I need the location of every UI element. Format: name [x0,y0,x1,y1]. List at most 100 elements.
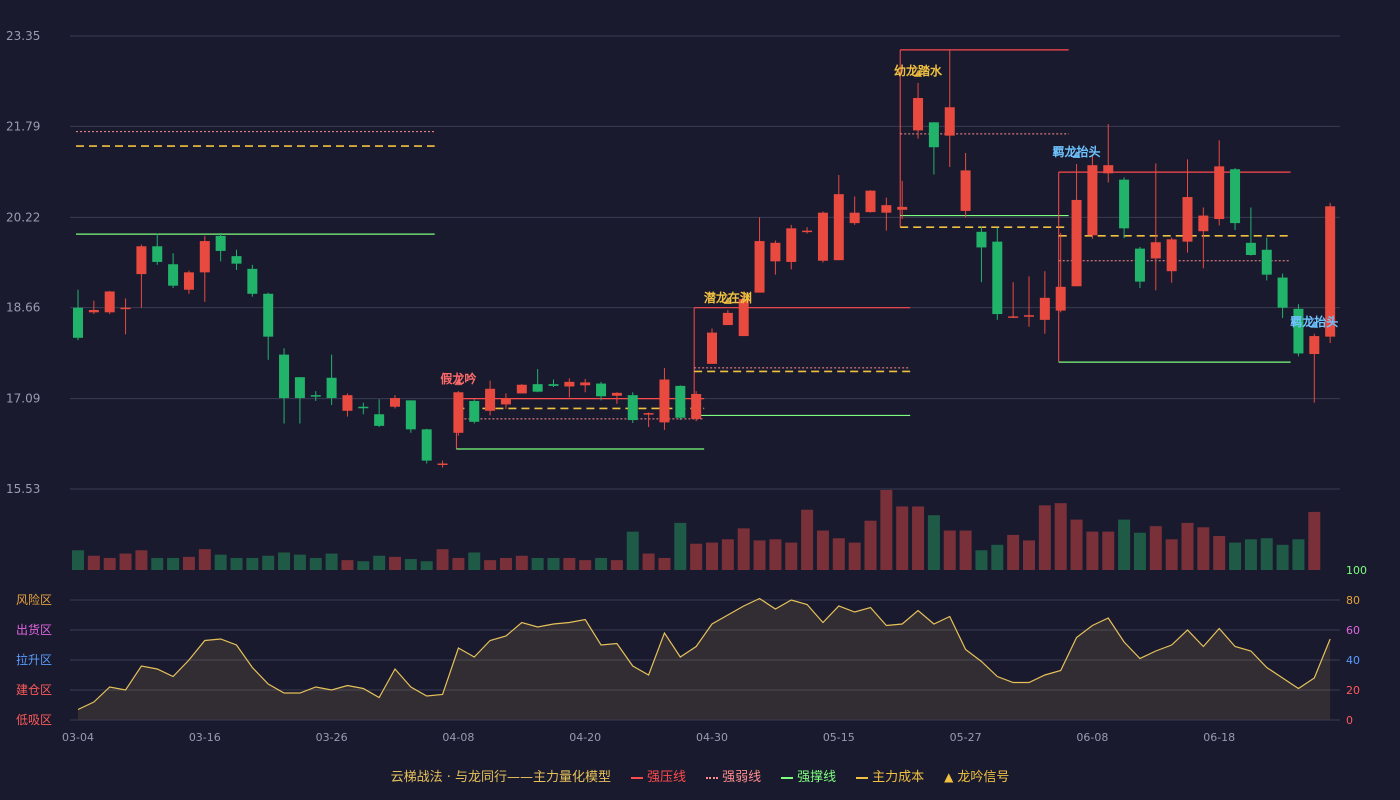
candle-body [786,228,797,262]
volume-bar [991,544,1004,570]
volume-bar [674,522,687,570]
volume-bar [72,550,84,570]
date-tick-label: 03-26 [316,731,348,744]
candle-body [1103,165,1114,174]
candle-body [247,268,258,294]
candle-body [548,384,559,386]
candle-body [485,388,496,411]
candle-body [199,241,210,273]
date-tick-label: 06-18 [1203,731,1235,744]
volume-bar [658,557,671,570]
zone-label: 低吸区 [16,713,52,727]
support-resistance-lines [76,49,1291,450]
volume-bar [785,542,798,570]
date-tick-label: 05-27 [950,731,982,744]
legend-label: 强撑线 [797,770,837,785]
grid-lines [70,35,1340,490]
volume-bar [896,506,909,570]
volume-bar [595,557,608,570]
legend-label: 主力成本 [872,770,925,785]
indicator-tick-label: 0 [1346,714,1353,727]
volume-bar [769,539,782,570]
candle-body [817,212,828,261]
candle-body [707,332,717,364]
volume-bar [1197,527,1210,570]
volume-bar [452,557,465,570]
candle-body [342,395,353,411]
legend-label: 强压线 [647,770,687,785]
candle-body [992,241,1003,315]
volume-bar [341,560,354,570]
indicator-tick-label: 40 [1346,654,1360,667]
volume-bar [1086,531,1099,570]
candle-body [675,385,686,418]
volume-bar [103,557,116,570]
candle-body [294,377,305,399]
candle-body [976,231,987,248]
candle-body [913,97,924,131]
indicator-tick-label: 80 [1346,594,1360,607]
volume-bar [1260,538,1273,570]
candle-body [691,393,702,419]
legend-label: 龙吟信号 [957,770,1010,785]
volume-bar [1054,503,1067,570]
candle-body [596,383,607,397]
volume-bar [309,557,322,570]
candle-body [944,107,955,136]
candle-body [1039,297,1050,320]
legend-item: 强压线 [631,766,686,785]
volume-bar [87,555,100,570]
candle-body [231,256,242,264]
volume-bar [959,530,972,570]
signal-triangle-icon [914,69,923,77]
volume-bar [706,542,718,570]
candle-body [1293,308,1304,354]
volume-bar [389,556,401,570]
volume-bar [626,531,639,570]
volume-bar [325,553,338,570]
candle-body [849,212,860,224]
volume-bar [1229,542,1242,570]
volume-bar [436,549,449,570]
candle-body [421,429,432,461]
candle-body [643,413,654,415]
candle-body [279,354,290,399]
price-tick-label: 17.09 [6,392,40,406]
volume-bar [642,553,655,570]
chart-legend: 云梯战法 · 与龙同行——主力量化模型 强压线 强弱线 强撑线 主力成本 ▲ 龙吟信号 [0,766,1400,785]
volume-bar [943,530,956,570]
price-tick-label: 21.79 [6,119,40,133]
price-tick-label: 20.22 [6,210,40,224]
volume-bar [1276,544,1289,570]
volume-bar [547,557,560,570]
date-tick-label: 04-30 [696,731,728,744]
volume-bar [262,555,275,570]
volume-bar [293,554,306,570]
volume-bar [1308,511,1321,570]
candle-body [310,395,321,397]
volume-bar [214,554,227,570]
candle-body [1230,169,1241,224]
date-tick-label: 03-16 [189,731,221,744]
candle-body [611,392,622,396]
volume-bar [357,561,370,570]
legend-item: 强弱线 [706,766,761,785]
date-axis: 03-04 03-16 03-26 04-08 04-20 04-30 05-15 05-27… [62,731,1235,744]
volume-bar [721,539,734,570]
volume-bar [515,555,528,570]
date-tick-label: 04-08 [442,731,474,744]
candle-body [183,272,194,290]
candle-body [1008,316,1019,318]
volume-bar [690,543,703,570]
candlestick-series [73,49,1336,468]
date-tick-label: 03-04 [62,731,94,744]
indicator-tick-label: 20 [1346,684,1360,697]
candle-body [516,384,527,394]
candle-body [1150,242,1161,259]
candle-body [437,463,448,466]
candle-body [833,194,844,261]
candle-body [152,246,163,262]
candle-body [580,382,591,386]
